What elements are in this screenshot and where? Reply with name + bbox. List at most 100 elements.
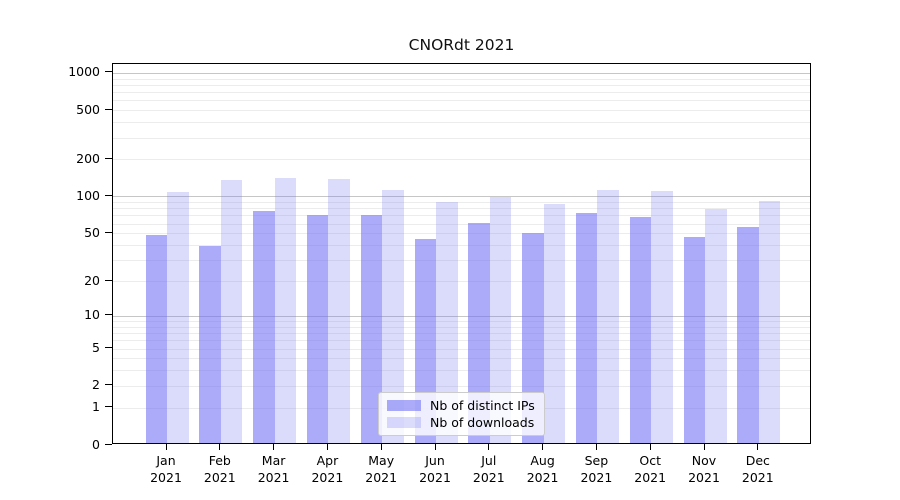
x-axis-year: 2021 — [257, 470, 290, 485]
y-axis-tick-label: 1 — [92, 399, 100, 415]
x-axis-month: Jan — [156, 453, 176, 468]
bar--distinct-ips-jul-2021 — [468, 222, 490, 443]
x-axis-tick — [542, 444, 544, 450]
x-axis-tick-label-oct-2021: Oct 2021 — [620, 452, 680, 486]
y-axis-tick — [105, 406, 112, 408]
x-axis-year: 2021 — [311, 470, 344, 485]
bar--distinct-ips-dec-2021 — [737, 227, 759, 443]
x-axis-tick-label-jul-2021: Jul 2021 — [459, 452, 519, 486]
x-axis-month: Feb — [208, 453, 231, 468]
bar--downloads-sep-2021 — [597, 190, 619, 443]
x-axis-month: Oct — [639, 453, 661, 468]
legend-item-distinct-ips: Nb of distinct IPs — [387, 398, 536, 413]
x-axis-month: Apr — [316, 453, 339, 468]
gridline-minor — [113, 333, 810, 335]
gridline-minor — [113, 326, 810, 328]
bar--downloads-nov-2021 — [705, 209, 727, 443]
x-axis-year: 2021 — [688, 470, 720, 485]
bar--downloads-mar-2021 — [274, 178, 297, 443]
legend: Nb of distinct IPs Nb of downloads — [378, 392, 545, 436]
x-axis-month: May — [368, 453, 395, 468]
gridline-minor — [113, 137, 810, 139]
gridline-minor — [113, 215, 810, 217]
x-axis-tick — [434, 444, 436, 450]
x-axis-tick — [165, 444, 167, 450]
y-axis-tick — [105, 194, 112, 196]
x-axis-year: 2021 — [634, 470, 667, 485]
gridline-minor — [113, 208, 810, 210]
x-axis-year: 2021 — [365, 470, 398, 485]
x-axis-tick-label-dec-2021: Dec 2021 — [728, 452, 788, 486]
gridline-major — [113, 196, 810, 198]
y-axis-tick — [105, 231, 112, 233]
y-axis-tick — [105, 279, 112, 281]
x-axis-year: 2021 — [203, 470, 236, 485]
x-axis-tick-label-sep-2021: Sep 2021 — [566, 452, 626, 486]
gridline-minor — [113, 84, 810, 86]
x-axis-tick-label-jan-2021: Jan 2021 — [136, 452, 196, 486]
x-axis-tick-label-feb-2021: Feb 2021 — [190, 452, 250, 486]
gridline-minor — [113, 122, 810, 124]
bar--downloads-jun-2021 — [436, 201, 458, 443]
y-axis-tick-label: 50 — [84, 224, 100, 240]
gridline-minor — [113, 281, 810, 283]
gridline-minor — [113, 92, 810, 94]
plot-area — [112, 63, 811, 444]
legend-swatch-downloads — [387, 417, 421, 429]
x-axis-tick — [326, 444, 328, 450]
gridline-minor — [113, 100, 810, 102]
x-axis-tick-label-aug-2021: Aug 2021 — [513, 452, 573, 486]
bar--downloads-jan-2021 — [167, 192, 189, 443]
gridline-minor — [113, 260, 810, 262]
x-axis-month: Mar — [261, 453, 286, 468]
bar--downloads-feb-2021 — [220, 180, 243, 443]
bar--downloads-oct-2021 — [651, 190, 673, 443]
x-axis-month: Dec — [745, 453, 770, 468]
bar--distinct-ips-aug-2021 — [522, 233, 544, 443]
gridline-minor — [113, 385, 810, 387]
y-axis-tick — [105, 71, 112, 73]
gridline-minor — [113, 348, 810, 350]
x-axis-year: 2021 — [580, 470, 613, 485]
x-axis-year: 2021 — [526, 470, 559, 485]
gridline-minor — [113, 233, 810, 235]
x-axis-tick — [273, 444, 275, 450]
y-axis-tick-label: 20 — [84, 272, 100, 288]
y-axis-tick — [105, 347, 112, 348]
gridline-minor — [113, 110, 810, 112]
gridline-major — [113, 72, 810, 74]
y-axis-tick-label: 10 — [84, 307, 100, 323]
gridline-minor — [113, 370, 810, 372]
bar--downloads-jul-2021 — [489, 197, 512, 443]
x-axis-tick — [380, 444, 382, 450]
bar--distinct-ips-oct-2021 — [629, 216, 652, 443]
bar--distinct-ips-mar-2021 — [253, 210, 275, 443]
bar--distinct-ips-apr-2021 — [306, 214, 329, 443]
x-axis-month: Aug — [530, 453, 555, 468]
gridline-minor — [113, 340, 810, 342]
y-axis-tick-label: 2 — [92, 377, 100, 393]
gridline-major — [113, 315, 810, 317]
x-axis-month: Nov — [691, 453, 717, 468]
y-axis-tick-label: 500 — [76, 101, 100, 117]
y-axis-tick — [105, 443, 112, 445]
x-axis-tick — [703, 444, 705, 450]
gridline-minor — [113, 358, 810, 360]
x-axis-tick-label-mar-2021: Mar 2021 — [244, 452, 304, 486]
gridline-minor — [113, 78, 810, 80]
y-axis-tick-label: 100 — [76, 187, 100, 203]
bar--downloads-dec-2021 — [758, 201, 781, 443]
bar--downloads-may-2021 — [382, 190, 404, 443]
x-axis-year: 2021 — [741, 470, 774, 485]
bar--downloads-apr-2021 — [328, 179, 350, 443]
x-axis-tick — [649, 444, 651, 450]
y-axis-tick — [105, 157, 112, 159]
gridline-minor — [113, 223, 810, 225]
gridline-minor — [113, 159, 810, 161]
x-axis-tick-label-jun-2021: Jun 2021 — [405, 452, 465, 486]
x-axis-tick-label-may-2021: May 2021 — [351, 452, 411, 486]
bar--downloads-aug-2021 — [543, 204, 566, 443]
x-axis-tick-label-nov-2021: Nov 2021 — [674, 452, 734, 486]
y-axis-tick-label: 200 — [76, 150, 100, 166]
